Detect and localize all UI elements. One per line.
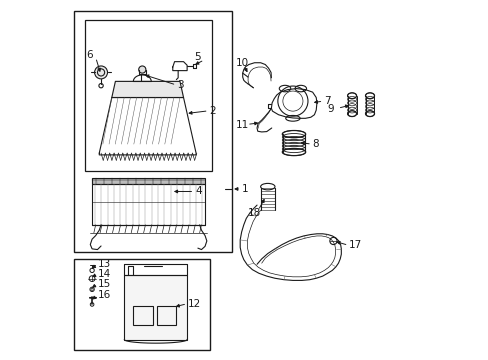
- Bar: [85, 21, 212, 171]
- Text: 3: 3: [177, 80, 183, 90]
- Circle shape: [94, 66, 107, 79]
- Text: 16: 16: [98, 291, 111, 301]
- Bar: [92, 178, 204, 184]
- Circle shape: [139, 66, 145, 73]
- Text: 14: 14: [98, 269, 111, 279]
- Text: 7: 7: [324, 96, 330, 106]
- Bar: [74, 259, 210, 350]
- Text: 2: 2: [209, 106, 216, 116]
- Text: 11: 11: [235, 120, 248, 130]
- Bar: [133, 306, 153, 325]
- Text: 6: 6: [86, 50, 93, 60]
- Bar: [74, 12, 231, 252]
- Text: 8: 8: [312, 139, 319, 149]
- Text: 10: 10: [235, 58, 248, 68]
- Text: 5: 5: [194, 52, 201, 62]
- Text: 18: 18: [247, 208, 261, 218]
- Bar: [124, 275, 187, 339]
- Bar: [92, 184, 204, 225]
- Text: 17: 17: [348, 240, 362, 250]
- Text: 13: 13: [98, 259, 111, 269]
- Text: 15: 15: [98, 279, 111, 289]
- Text: 9: 9: [327, 104, 334, 114]
- Bar: [156, 306, 176, 325]
- Text: 1: 1: [242, 184, 248, 194]
- Text: 4: 4: [195, 186, 201, 197]
- Text: 12: 12: [187, 299, 201, 309]
- Polygon shape: [112, 81, 183, 98]
